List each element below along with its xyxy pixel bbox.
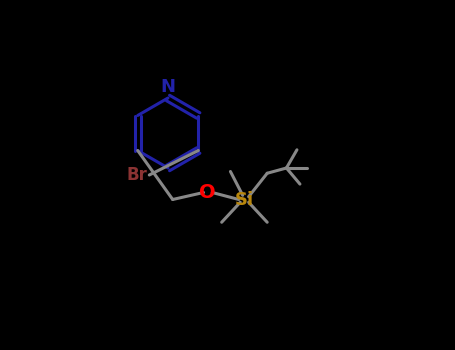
Text: Br: Br [126,166,147,184]
Text: N: N [161,78,176,96]
Text: Si: Si [235,190,254,209]
Text: O: O [199,183,216,202]
